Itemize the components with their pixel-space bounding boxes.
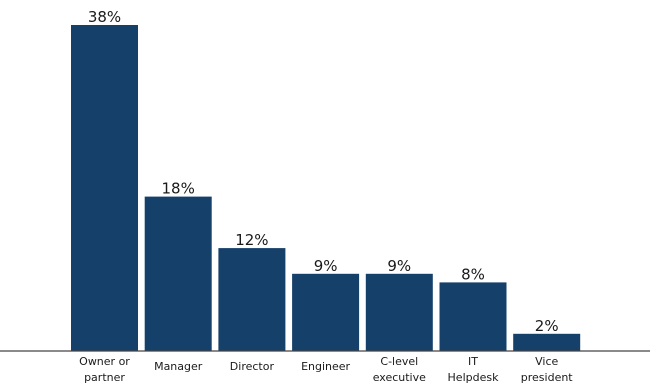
value-label-2: 12% bbox=[235, 231, 268, 249]
value-label-5: 8% bbox=[461, 265, 485, 283]
value-label-0: 38% bbox=[88, 8, 121, 26]
bar-3 bbox=[292, 273, 360, 351]
category-label-5: IT Helpdesk bbox=[448, 355, 500, 384]
bar-6 bbox=[513, 333, 581, 351]
category-label-6: Vice president bbox=[521, 355, 574, 384]
category-label-1: Manager bbox=[154, 360, 203, 373]
category-label-2: Director bbox=[230, 360, 275, 373]
bars-group bbox=[71, 25, 581, 351]
category-label-3: Engineer bbox=[301, 360, 350, 373]
bar-2 bbox=[218, 248, 286, 351]
bar-1 bbox=[144, 196, 212, 351]
value-label-1: 18% bbox=[162, 180, 195, 198]
category-labels-group: Owner or partner Manager Director Engineer C-… bbox=[79, 355, 573, 384]
value-label-4: 9% bbox=[387, 257, 411, 275]
bar-4 bbox=[365, 273, 433, 351]
value-label-3: 9% bbox=[314, 257, 338, 275]
value-labels-group: 38% 18% 12% 9% 9% 8% 2% bbox=[88, 8, 559, 335]
category-label-4: C-level executive bbox=[373, 355, 426, 384]
bar-5 bbox=[439, 282, 507, 351]
bar-0 bbox=[71, 25, 138, 351]
value-label-6: 2% bbox=[535, 317, 559, 335]
category-label-0: Owner or partner bbox=[79, 355, 130, 384]
